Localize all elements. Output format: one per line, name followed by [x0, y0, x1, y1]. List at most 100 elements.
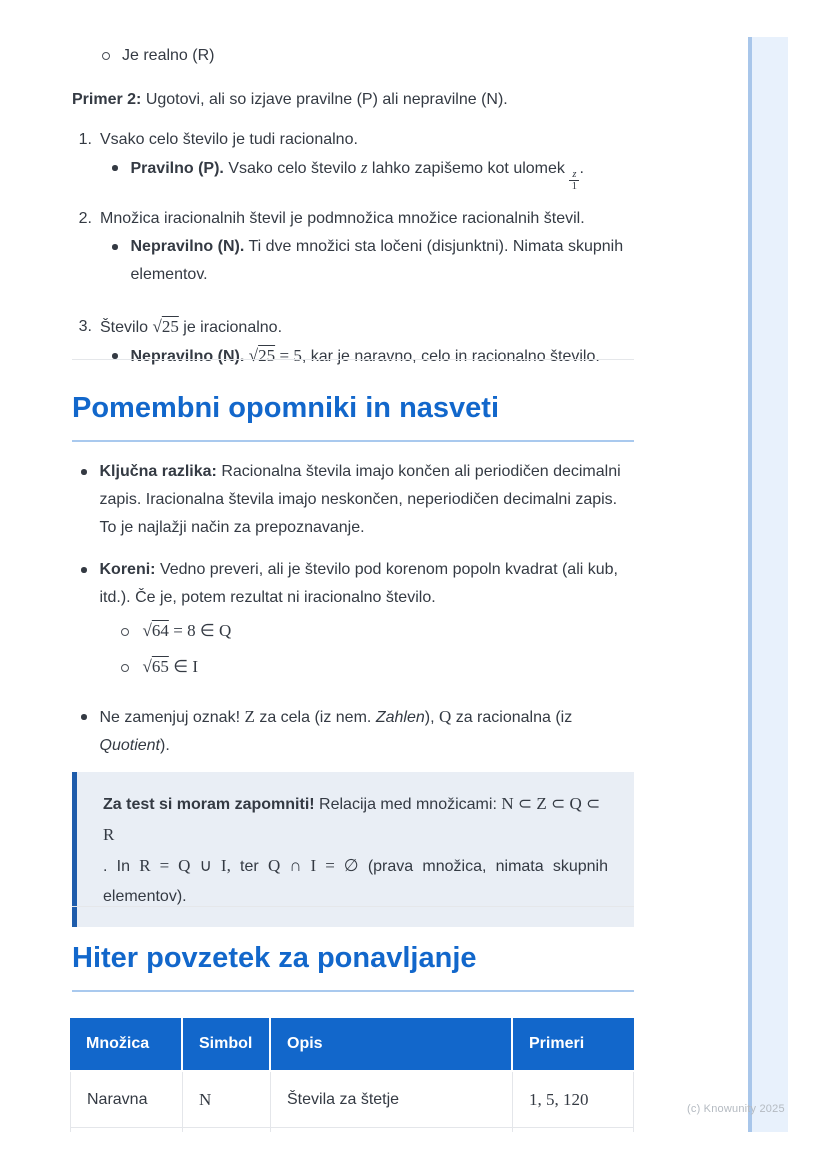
column-header-mnozica: Množica: [70, 1018, 183, 1072]
answer-fragment: lahko zapišemo kot ulomek: [371, 160, 565, 177]
circle-bullet-icon: [120, 628, 129, 636]
math-equation: ∈ I: [173, 657, 199, 676]
answer-text: Pravilno (P). Vsako celo število z lahko…: [131, 154, 635, 192]
sqrt-expression: 64: [143, 621, 169, 640]
bullet-dot-icon: [112, 244, 118, 250]
cell-description: Števila za štetje: [271, 1072, 513, 1128]
section-divider: [72, 359, 634, 360]
watermark-text: (c) Knowunity 2025: [687, 1103, 785, 1115]
example-item: 65 ∈ I: [100, 653, 635, 682]
example-math: 64 = 8 ∈ Q: [143, 617, 635, 646]
cell-symbol: N: [183, 1072, 271, 1128]
bullet-dot-icon: [81, 469, 87, 475]
answer-fragment: .: [579, 160, 584, 177]
callout-text: ter: [240, 858, 259, 875]
example-intro: Primer 2: Ugotovi, ali so izjave praviln…: [72, 86, 634, 114]
sqrt-radicand: 25: [161, 317, 179, 336]
answer-fragment: Ti dve množici sta ločeni (disjunktni). …: [130, 238, 624, 283]
cell-set-name: Naravna: [70, 1072, 183, 1128]
page-edge-panel: [748, 37, 788, 1132]
note-body: Vedno preveri, ali je število pod koreno…: [99, 561, 619, 606]
cell-empty: [183, 1128, 271, 1132]
column-header-primeri: Primeri: [513, 1018, 634, 1072]
answer-row: Pravilno (P). Vsako celo število z lahko…: [72, 154, 634, 192]
verdict-label: Nepravilno (N).: [130, 348, 245, 365]
table-row: Naravna N Števila za štetje 1, 5, 120: [70, 1072, 634, 1128]
exercise-item: 3. Število 25 je iracionalno. Nepravilno…: [72, 313, 634, 371]
table-row-partial: [70, 1128, 634, 1132]
example-text: Ugotovi, ali so izjave pravilne (P) ali …: [145, 91, 508, 108]
item-statement: Množica iracionalnih števil je podmnožic…: [100, 210, 585, 227]
cell-empty: [70, 1128, 183, 1132]
list-item: Je realno (R): [72, 42, 634, 70]
note-item: Ključna razlika: Racionalna števila imaj…: [72, 458, 634, 542]
callout-line: elementov).: [103, 888, 187, 905]
set-relation-math: R = Q ∪ I,: [139, 856, 231, 875]
statement-row: 1. Vsako celo število je tudi racionalno…: [72, 126, 634, 154]
note-text: Ključna razlika: Racionalna števila imaj…: [100, 458, 635, 542]
note-item: Koreni: Vedno preveri, ali je število po…: [72, 556, 634, 689]
exercise-list: 1. Vsako celo število je tudi racionalno…: [72, 126, 634, 384]
foreign-word: Zahlen: [375, 709, 425, 726]
callout-line: Za test si moram zapomniti! Relacija med…: [103, 789, 608, 851]
statement-row: 3. Število 25 je iracionalno.: [72, 313, 634, 342]
note-body: ),: [424, 709, 435, 726]
bullet-dot-icon: [112, 165, 118, 171]
cell-examples: 1, 5, 120: [513, 1072, 634, 1128]
fraction-numerator: z: [569, 169, 580, 181]
answer-text: Nepravilno (N). 25 = 5, kar je naravno, …: [131, 342, 635, 371]
section-divider: [72, 906, 634, 907]
example-label: Primer 2:: [72, 91, 142, 108]
note-lead: Koreni:: [99, 561, 156, 578]
list-item-text: Je realno (R): [122, 47, 215, 64]
item-statement: Število 25 je iracionalno.: [100, 313, 634, 342]
note-text: Koreni: Vedno preveri, ali je število po…: [100, 556, 635, 689]
note-body: Ne zamenjuj oznak!: [99, 709, 241, 726]
item-number: 2.: [78, 210, 92, 227]
note-body: za cela (iz nem.: [259, 709, 372, 726]
item-statement: Vsako celo število je tudi racionalno.: [100, 131, 358, 148]
verdict-label: Pravilno (P).: [130, 160, 224, 177]
note-body: ).: [159, 737, 170, 754]
example-math: 65 ∈ I: [143, 653, 635, 682]
set-relation-math: N ⊂ Z ⊂ Q ⊂ R: [103, 794, 601, 844]
answer-row: Nepravilno (N). 25 = 5, kar je naravno, …: [72, 342, 634, 371]
sub-example-list: 64 = 8 ∈ Q 65 ∈ I: [100, 617, 635, 682]
answer-fragment: Vsako celo število: [228, 160, 357, 177]
set-symbol: Q: [438, 707, 452, 726]
statement-fragment: Število: [100, 319, 149, 336]
answer-fragment: , kar je naravno, celo in racionalno šte…: [301, 348, 600, 365]
callout-text: . In: [103, 858, 130, 875]
verdict-label: Nepravilno (N).: [130, 238, 245, 255]
math-equation: = 5: [279, 346, 302, 365]
cell-empty: [271, 1128, 513, 1132]
statement-fragment: je iracionalno.: [183, 319, 283, 336]
cell-empty: [513, 1128, 634, 1132]
section-title-summary: Hiter povzetek za ponavljanje: [72, 938, 634, 992]
bullet-dot-icon: [81, 567, 87, 573]
example-item: 64 = 8 ∈ Q: [100, 617, 635, 646]
column-header-simbol: Simbol: [183, 1018, 271, 1072]
item-number: 3.: [78, 318, 92, 335]
note-body: Racionalna števila imajo končen ali peri…: [99, 463, 621, 536]
item-number: 1.: [78, 131, 92, 148]
notes-list: Ključna razlika: Racionalna števila imaj…: [72, 458, 634, 815]
bullet-dot-icon: [112, 353, 118, 359]
fraction-denominator: 1: [571, 181, 578, 192]
callout-lead: Za test si moram zapomniti!: [103, 796, 315, 813]
sqrt-expression: 25: [249, 346, 275, 365]
summary-table: Množica Simbol Opis Primeri Naravna N Št…: [70, 1018, 634, 1132]
note-item: Ne zamenjuj oznak! Z za cela (iz nem. Za…: [72, 703, 634, 760]
answer-text: Nepravilno (N). Ti dve množici sta ločen…: [131, 233, 635, 289]
note-body: za racionalna (iz: [455, 709, 573, 726]
table-header-row: Množica Simbol Opis Primeri: [70, 1018, 634, 1072]
sqrt-radicand: 65: [151, 657, 169, 676]
statement-row: 2. Množica iracionalnih števil je podmno…: [72, 205, 634, 233]
section-title-notes: Pomembni opomniki in nasveti: [72, 388, 634, 442]
circle-bullet-icon: [102, 52, 110, 60]
exercise-item: 1. Vsako celo število je tudi racionalno…: [72, 126, 634, 192]
note-text: Ne zamenjuj oznak! Z za cela (iz nem. Za…: [100, 703, 635, 760]
exercise-item: 2. Množica iracionalnih števil je podmno…: [72, 205, 634, 289]
